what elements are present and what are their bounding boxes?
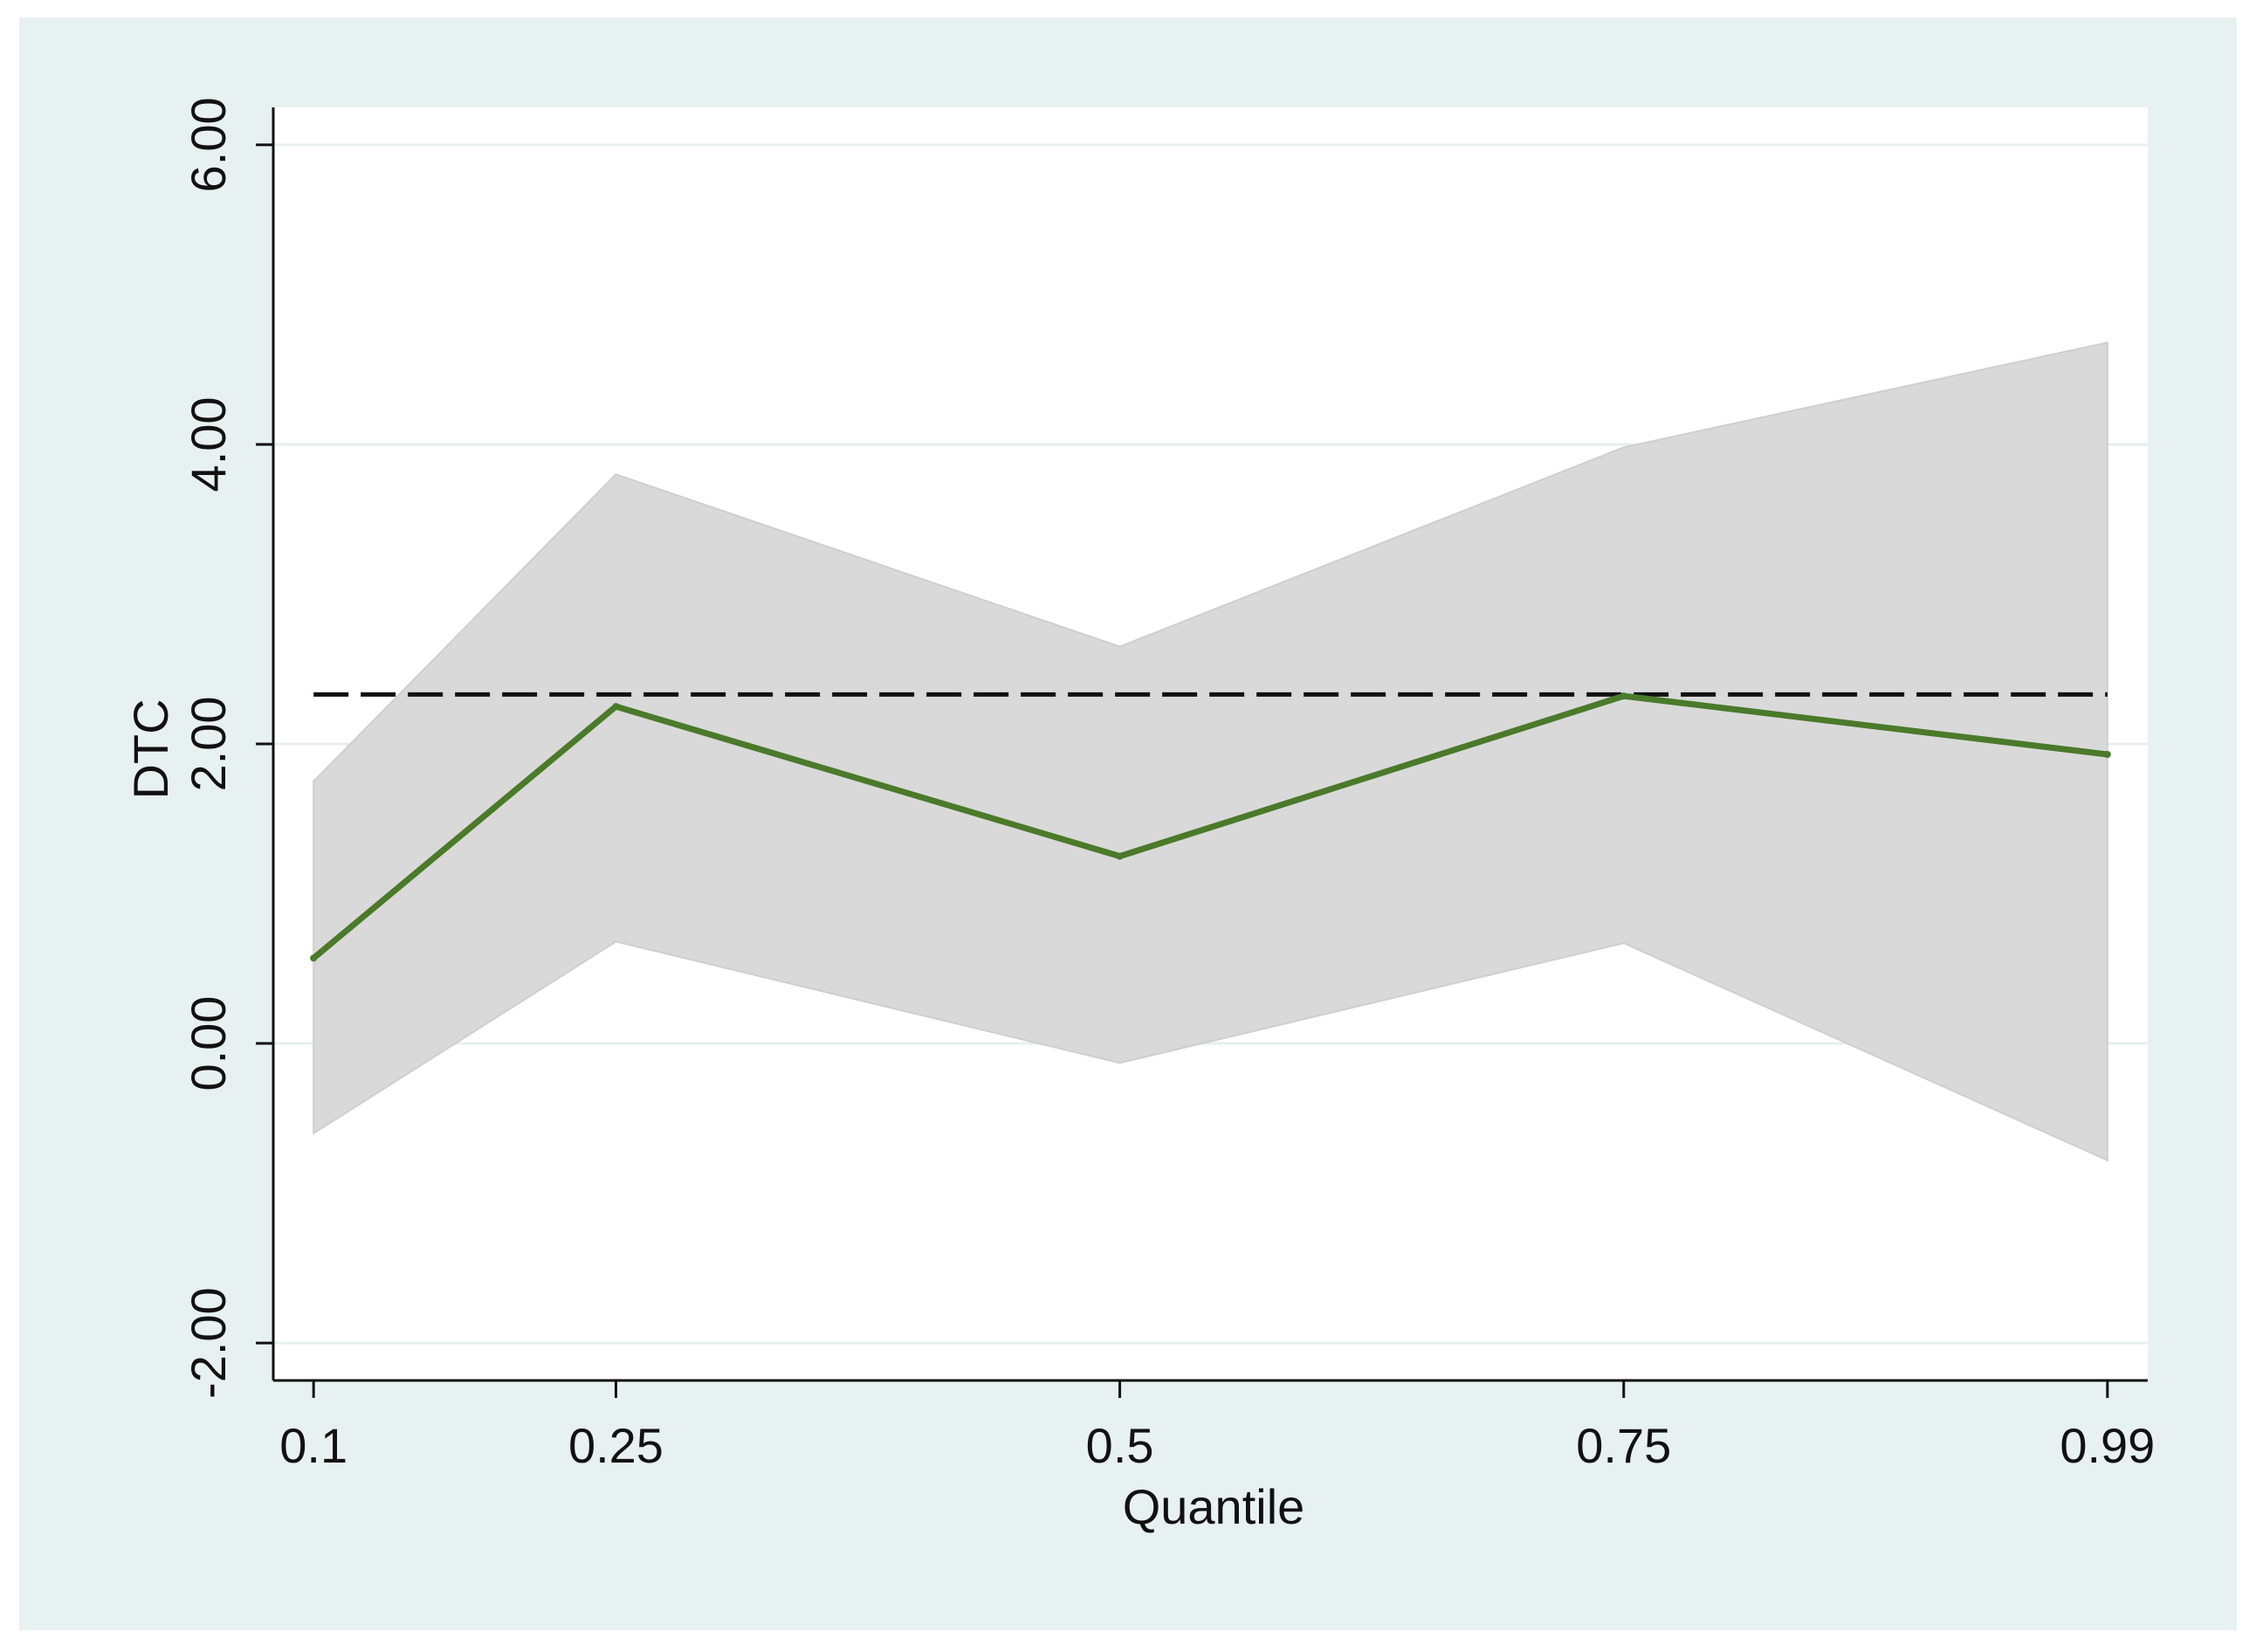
x-axis-label: Quantile <box>1123 1479 1305 1534</box>
data-point-4 <box>2103 751 2111 759</box>
data-point-0 <box>310 954 318 962</box>
x-axis-ticks: 0.1 0.25 0.5 0.75 0.99 <box>279 1380 2155 1473</box>
x-tick-label-1: 0.25 <box>568 1418 664 1473</box>
data-point-2 <box>1116 852 1124 860</box>
x-tick-label-4: 0.99 <box>2060 1418 2155 1473</box>
data-point-3 <box>1620 692 1627 700</box>
y-tick-label-3: 4.00 <box>181 396 236 492</box>
x-tick-label-0: 0.1 <box>279 1418 347 1473</box>
y-axis-label: DTC <box>123 699 178 799</box>
x-tick-label-2: 0.5 <box>1086 1418 1154 1473</box>
x-tick-label-3: 0.75 <box>1576 1418 1671 1473</box>
y-axis-ticks: -2.00 0.00 2.00 4.00 6.00 <box>181 97 273 1399</box>
y-tick-label-2: 2.00 <box>181 697 236 792</box>
y-tick-label-1: 0.00 <box>181 996 236 1091</box>
y-tick-label-0: -2.00 <box>181 1287 236 1399</box>
data-point-1 <box>612 703 620 711</box>
y-tick-label-4: 6.00 <box>181 97 236 192</box>
series-points <box>310 692 2111 962</box>
confidence-band <box>313 341 2108 1162</box>
